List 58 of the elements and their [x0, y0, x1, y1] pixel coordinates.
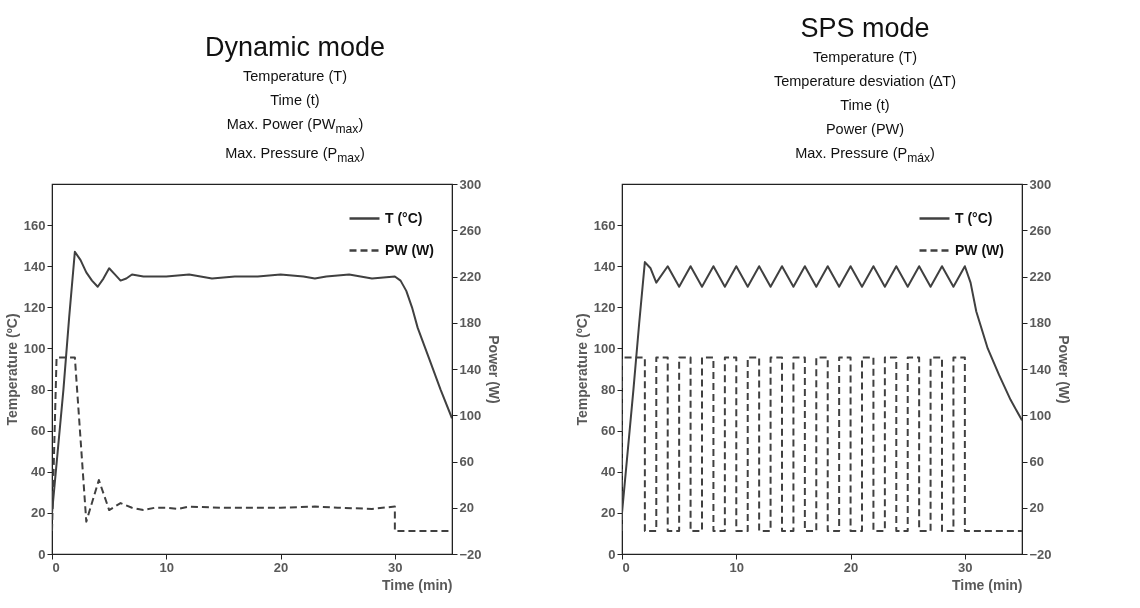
y-tick-label: 120	[23, 299, 46, 315]
y-axis-title: Temperature (ºC)	[3, 313, 20, 426]
x-axis-title: Time (min)	[951, 576, 1023, 593]
y2-tick-label: 300	[1029, 176, 1052, 192]
x-tick-label: 30	[958, 559, 973, 575]
y-tick-label: 40	[601, 464, 616, 480]
y-tick-label: 80	[31, 382, 46, 398]
y2-tick-label: −20	[459, 546, 482, 562]
legend-label: PW (W)	[955, 241, 1004, 258]
y-tick-label: 60	[601, 423, 616, 439]
x-tick-label: 20	[843, 559, 859, 575]
chart-subtitle: Temperature (T) Temperature desviation (∆T) Time (t) Power (PW) Max. Pressure (P$_{máx}$)	[773, 48, 957, 167]
legend-label: T (°C)	[385, 209, 423, 226]
text: Temperature (T) Time (t) Max. Power (PW$_{max}$) Max. Pressure (P$_{max}$)	[225, 68, 365, 165]
y2-tick-label: 20	[1029, 500, 1044, 516]
y2-tick-label: 220	[459, 269, 482, 284]
y-tick-label: 140	[23, 258, 46, 274]
y2-tick-label: 140	[459, 361, 482, 377]
y-tick-label: 160	[593, 217, 616, 233]
y2-tick-label: −20	[1029, 546, 1052, 562]
y2-tick-label: 260	[459, 222, 482, 238]
y2-tick-label: 20	[459, 500, 474, 516]
y2-tick-label: 260	[1029, 222, 1052, 238]
x-tick-label: 20	[273, 559, 289, 575]
y-tick-label: 120	[593, 299, 616, 315]
y2-tick-label: 60	[1029, 454, 1044, 469]
y2-tick-label: 220	[1029, 269, 1052, 284]
y-tick-label: 100	[593, 340, 616, 356]
x-tick-label: 0	[52, 559, 60, 575]
y2-tick-label: 180	[1029, 315, 1052, 331]
y-tick-label: 40	[31, 464, 46, 480]
y-tick-label: 60	[31, 423, 46, 439]
y2-axis-title: Power (W)	[485, 335, 502, 404]
y-tick-label: 140	[593, 258, 616, 274]
y-tick-label: 20	[601, 505, 616, 521]
legend-label: T (°C)	[955, 209, 993, 226]
chart-title: SPS mode	[800, 12, 930, 46]
x-tick-label: 10	[159, 559, 175, 575]
y2-tick-label: 100	[459, 407, 482, 423]
y2-axis-title: Power (W)	[1055, 335, 1072, 404]
y-tick-label: 160	[23, 217, 46, 233]
y-tick-label: 0	[608, 546, 616, 562]
y2-tick-label: 60	[459, 454, 474, 469]
x-tick-label: 30	[388, 559, 403, 575]
y-tick-label: 20	[31, 505, 46, 521]
chart-title: Dynamic mode	[204, 31, 386, 65]
legend-label: PW (W)	[385, 241, 434, 258]
y-tick-label: 0	[38, 546, 46, 562]
x-tick-label: 10	[729, 559, 745, 575]
y-tick-label: 100	[23, 340, 46, 356]
y-axis-title: Temperature (ºC)	[573, 313, 590, 426]
y2-tick-label: 180	[459, 315, 482, 331]
y-tick-label: 80	[601, 382, 616, 398]
y2-tick-label: 100	[1029, 407, 1052, 423]
x-tick-label: 0	[622, 559, 630, 575]
x-axis-title: Time (min)	[381, 576, 453, 593]
y2-tick-label: 300	[459, 176, 482, 192]
y2-tick-label: 140	[1029, 361, 1052, 377]
